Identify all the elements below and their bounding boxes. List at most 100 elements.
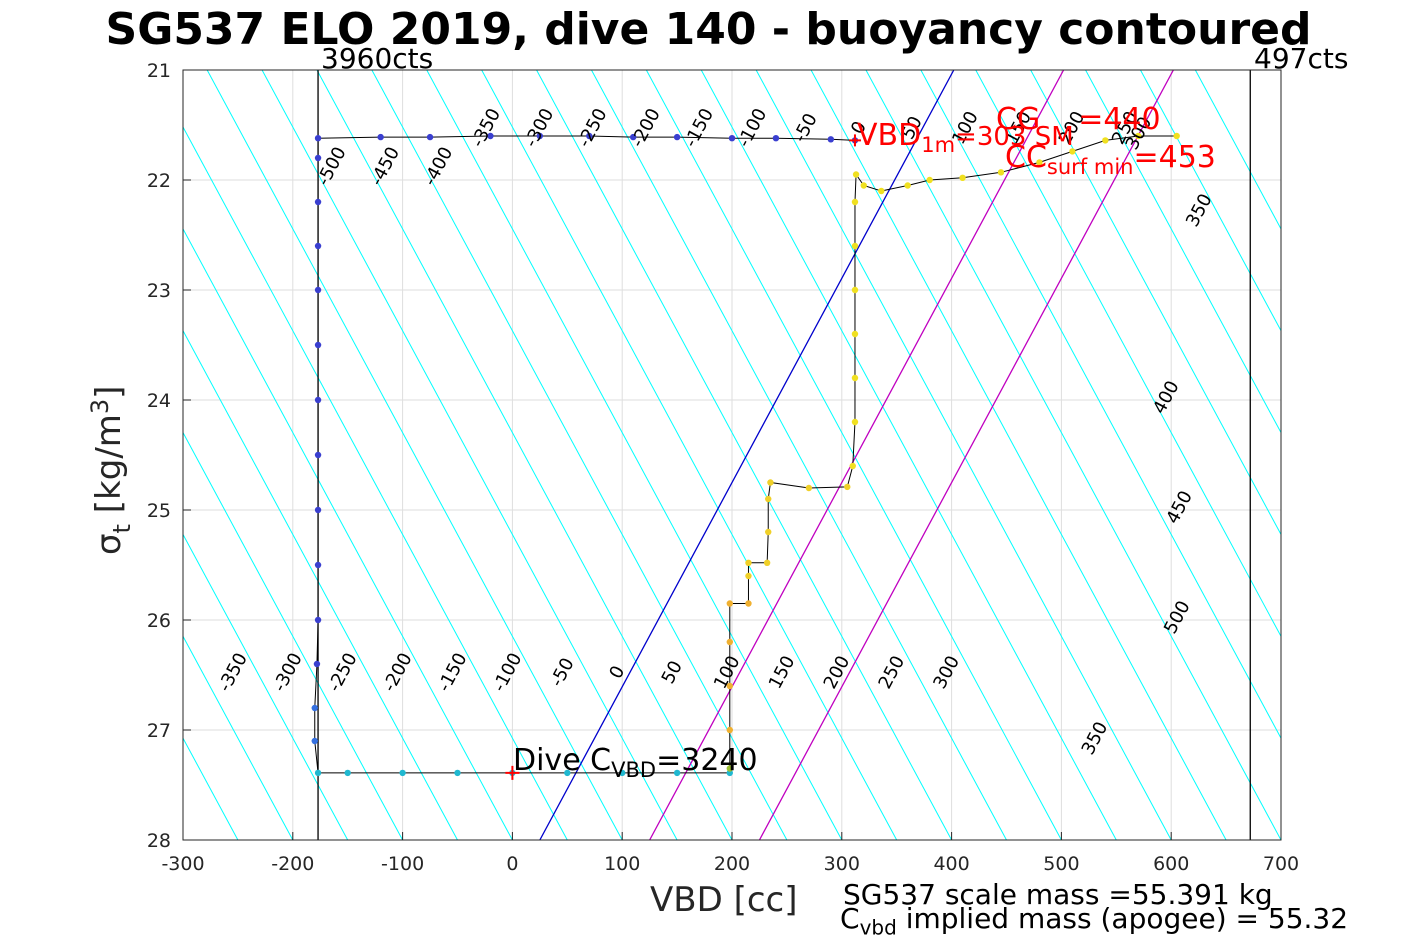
contour-line [183,431,404,840]
x-axis-label: VBD [cc] [650,880,798,920]
climb-point [726,682,734,690]
dive-top-trace [318,135,855,141]
contour-line [183,227,513,840]
climb-point [765,495,772,503]
contour-line [536,70,953,840]
climb-point [844,483,851,491]
dive-point [487,132,494,140]
dive-point [314,561,322,569]
cc-surf-annotation: CCsurf min=453 [1005,140,1216,179]
contour-line [975,70,1281,638]
contour-line [316,70,733,840]
dive-point [827,136,835,143]
dive-point [314,242,322,250]
dive-point [454,769,461,777]
climb-point [997,169,1005,176]
x-tick-label: -300 [161,853,204,875]
x-tick-label: 300 [824,853,860,875]
dive-point [619,769,626,777]
dive-point [314,506,322,514]
vbd-1m-annotation: VBD1m=303 SM [857,118,1074,157]
contour-line [1140,70,1281,332]
svg-text:σt [kg/m3]: σt [kg/m3] [86,386,136,555]
dive-point [314,769,322,777]
cc-surf-tail: =453 [1133,140,1216,175]
dive-point [313,660,321,668]
dive-point [314,451,322,459]
vbd-1m-main: VBD [857,118,922,153]
climb-point [765,528,772,536]
cg-annotation: CG =440 [996,102,1161,137]
contour-line [0,70,18,840]
dive-point [586,132,593,140]
dive-point [314,341,322,349]
x-tick-label: -200 [271,853,314,875]
climb-point [878,187,885,195]
contour-line [865,70,1281,840]
dive-point [629,133,637,141]
climb-point [851,286,859,294]
contour-line [591,70,1007,840]
contour-line [183,329,458,840]
dive-point [314,198,322,206]
climb-point [904,182,911,189]
cg-main: CG [996,102,1041,137]
climb-point [745,572,752,580]
climb-point [1135,132,1142,140]
contour-line [0,70,73,840]
climb-point [745,559,752,566]
contour-line [755,70,1172,840]
contour-line [481,70,898,840]
y-axis-label: σt [kg/m3] [86,386,136,555]
dive-point [314,616,322,624]
vbd-1m-sub: 1m [921,133,956,157]
contour-line [183,635,294,840]
contour-line [1030,70,1281,536]
dive-point [399,769,406,777]
axis-ticks: -300 -200 -100 0 100 200 300 400 500 600 700 21 22 23… [147,60,1299,875]
reference-line [649,70,1065,840]
contour-line [1194,70,1281,230]
contour-line [810,70,1227,840]
dive-point [314,154,322,162]
dive-point [311,704,318,712]
implied-mass-tail: implied mass (apogee) = 55.32 [896,902,1349,935]
x-tick-label: 200 [714,853,750,875]
dive-point [314,396,322,404]
contour-line [426,70,843,840]
cg-tail: =440 [1078,102,1161,137]
y-tick-label: 26 [147,610,171,632]
x-tick-label: 100 [604,853,640,875]
dive-c-annotation: Dive CVBD=3240 [513,743,758,782]
dive-point [673,769,681,777]
contour-line [261,70,678,840]
y-tick-label: 23 [147,280,171,302]
buoyancy-contours [0,70,1281,840]
dive-point [772,135,780,142]
climb-point [851,198,859,206]
scale-mass-text: SG537 scale mass =55.391 kg [843,878,1273,911]
climb-point [852,171,860,178]
climb-point [767,479,774,486]
y-tick-label: 21 [147,60,171,82]
chart-title: SG537 ELO 2019, dive 140 - buoyancy cont… [105,4,1312,55]
implied-mass-text: Cvbd implied mass (apogee) = 55.32 [840,902,1348,940]
dive-profiles [311,132,1180,780]
x-tick-label: -100 [381,853,424,875]
contour-line [700,70,1117,840]
climb-point [726,726,734,734]
climb-point [849,462,856,470]
dive-point [536,132,544,140]
y-tick-label: 25 [147,500,171,522]
reference-line [539,70,955,840]
climb-point [1036,159,1043,166]
dive-point [311,737,318,745]
climb-point [726,600,734,607]
counts-right-label: 497cts [1254,42,1349,75]
dive-point [426,133,434,141]
contour-line [183,533,349,840]
climb-point [1069,148,1076,155]
neutral-marker [505,765,520,780]
cc-surf-sub: surf min [1046,155,1134,179]
